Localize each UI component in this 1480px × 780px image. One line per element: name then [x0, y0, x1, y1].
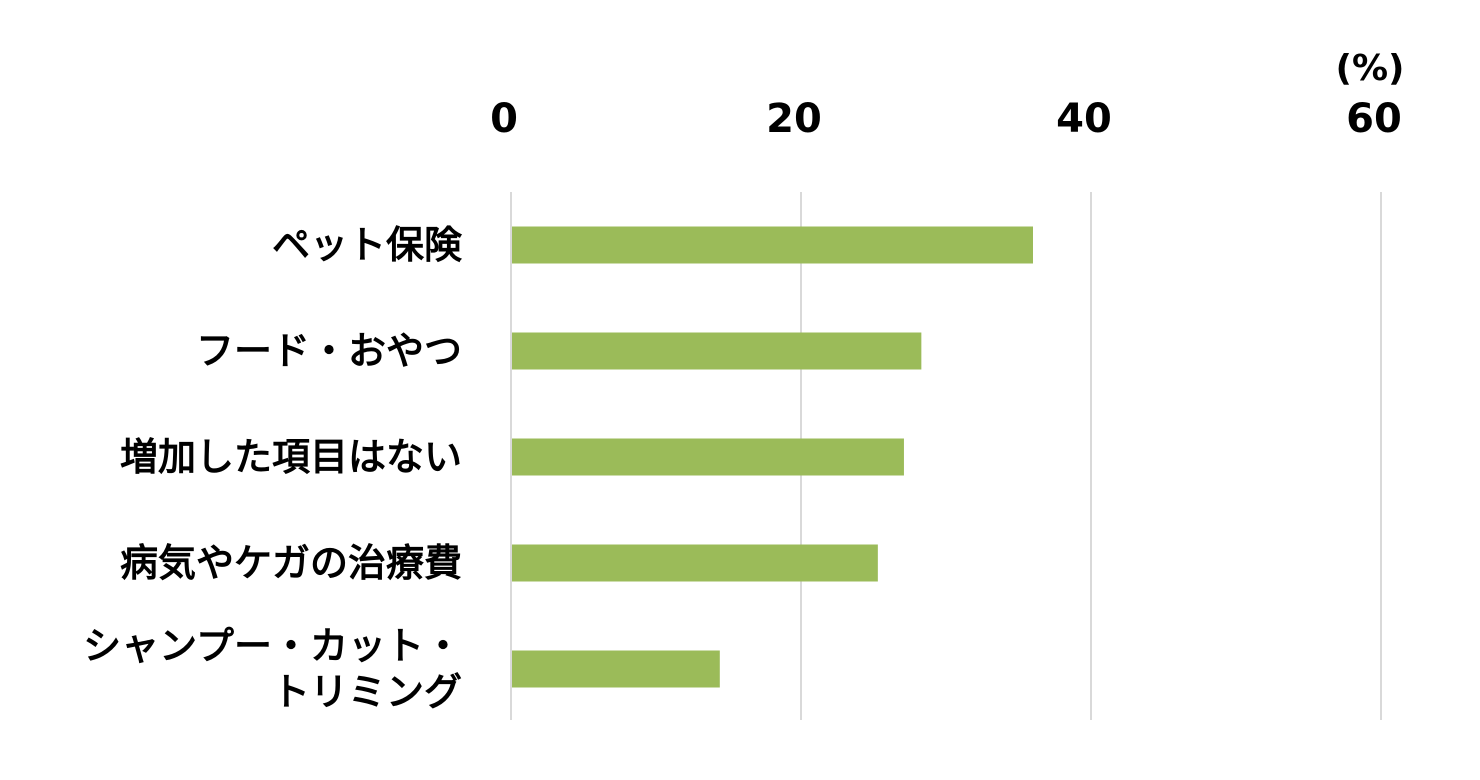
bars: [512, 226, 1033, 688]
category-label: 病気やケガの治療費: [120, 541, 462, 585]
bar: [512, 544, 878, 582]
bar: [512, 650, 720, 688]
gridlines: [510, 192, 1382, 720]
x-tick-label: 0: [490, 96, 518, 142]
x-tick-label: 20: [766, 96, 822, 142]
bar: [512, 226, 1033, 264]
category-label: 増加した項目はない: [120, 435, 462, 479]
category-label: シャンプー・カット・トリミング: [83, 624, 462, 714]
x-tick-label: 40: [1056, 96, 1112, 142]
category-label: フード・おやつ: [196, 329, 462, 373]
bar: [512, 438, 904, 476]
category-label: ペット保険: [272, 223, 463, 267]
x-axis-ticks: 0 20 40 60: [490, 96, 1402, 142]
category-labels: ペット保険フード・おやつ増加した項目はない病気やケガの治療費シャンプー・カット・…: [83, 223, 463, 714]
unit-label: (%): [1336, 48, 1405, 89]
bar: [512, 332, 922, 370]
x-tick-label: 60: [1346, 96, 1402, 142]
